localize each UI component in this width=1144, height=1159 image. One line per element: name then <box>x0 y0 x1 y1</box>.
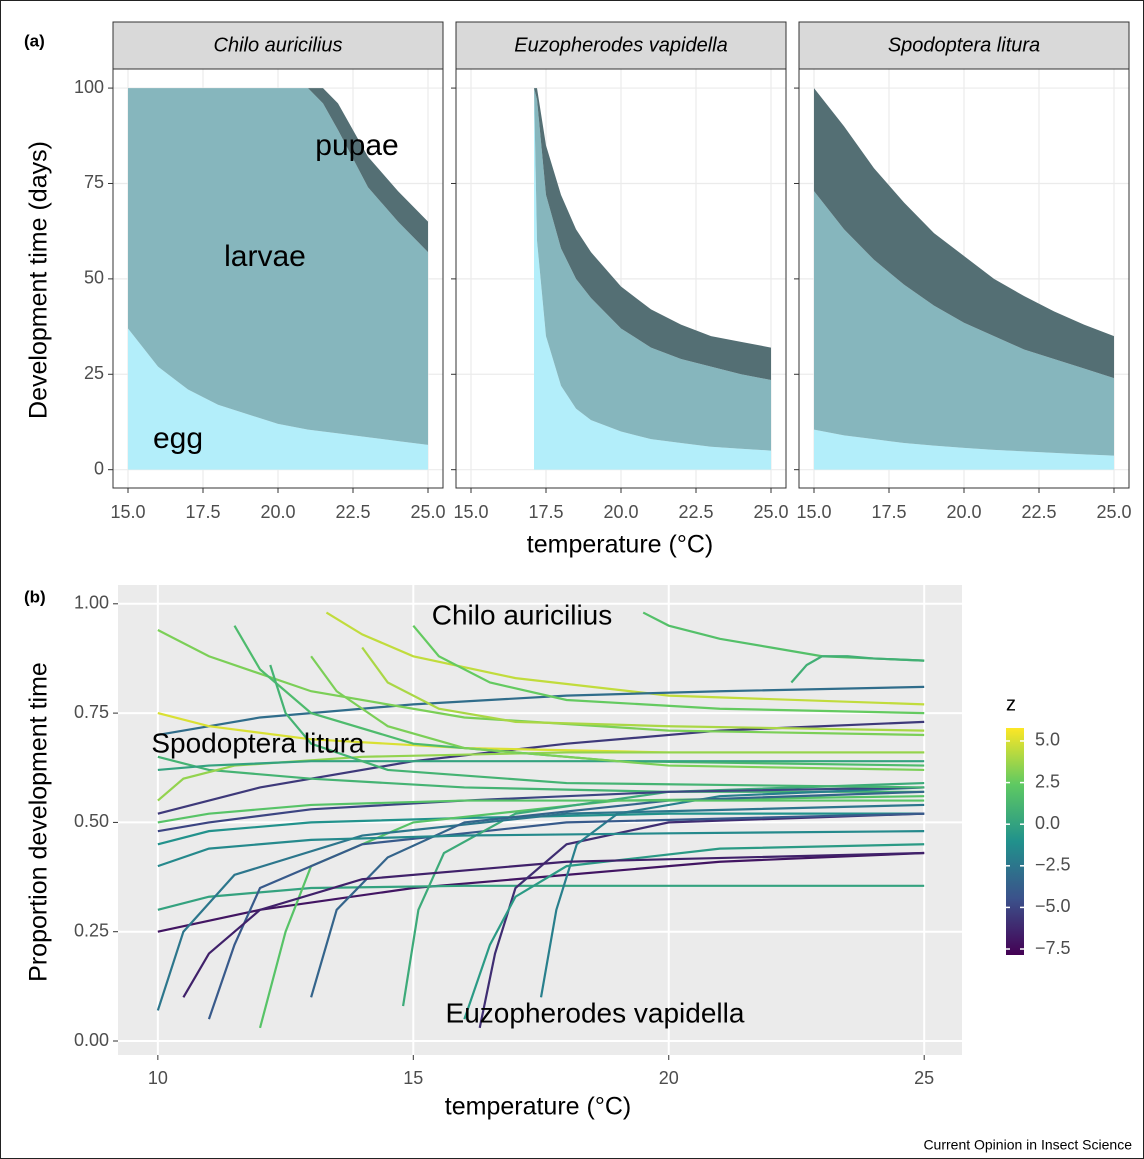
x-tick-label: 25.0 <box>1096 502 1131 522</box>
x-tick-label: 17.5 <box>871 502 906 522</box>
area <box>534 88 771 381</box>
annotation: Chilo auricilius <box>432 599 613 630</box>
legend-tick-label: 0.0 <box>1035 813 1060 833</box>
strip-title: Spodoptera litura <box>888 34 1040 56</box>
x-tick-label: 20 <box>659 1068 679 1088</box>
y-tick-label: 0.50 <box>74 811 109 831</box>
curve <box>157 629 925 737</box>
curve <box>790 655 925 684</box>
y-axis-label: Proportion development time <box>25 662 53 982</box>
curve <box>539 786 925 998</box>
y-tick-label: 0.75 <box>74 702 109 722</box>
panel-label: (b) <box>24 587 46 606</box>
y-tick-label: 1.00 <box>74 593 109 613</box>
annotation: Euzopherodes vapidella <box>446 997 745 1028</box>
x-axis-label: temperature (°C) <box>527 531 713 559</box>
curve <box>157 830 925 868</box>
curve <box>157 720 925 815</box>
area <box>128 328 428 470</box>
annotation: pupae <box>315 129 398 162</box>
plot-border <box>112 68 444 489</box>
strip-title: Euzopherodes vapidella <box>514 34 728 56</box>
annotation: egg <box>153 422 203 455</box>
credit: Current Opinion in Insect Science <box>923 1137 1132 1153</box>
strip <box>798 21 1130 70</box>
curve <box>182 851 925 998</box>
area <box>534 88 771 451</box>
legend-tick-label: 5.0 <box>1035 730 1060 750</box>
legend-tick-label: −2.5 <box>1035 855 1071 875</box>
x-tick-label: 25.0 <box>753 502 788 522</box>
area <box>534 88 771 470</box>
annotation: larvae <box>224 240 306 273</box>
y-tick-label: 0.25 <box>74 920 109 940</box>
curve <box>310 790 925 998</box>
curve <box>269 664 925 789</box>
x-tick-label: 22.5 <box>335 502 370 522</box>
curve <box>157 799 925 824</box>
x-tick-label: 20.0 <box>260 502 295 522</box>
plot-area <box>118 585 962 1055</box>
plot-border <box>455 68 787 489</box>
strip-title: Chilo auricilius <box>214 34 343 56</box>
y-tick-label: 100 <box>74 77 104 97</box>
x-tick-label: 10 <box>148 1068 168 1088</box>
legend-title: z <box>1006 693 1016 715</box>
x-tick-label: 20.0 <box>603 502 638 522</box>
area <box>128 88 428 445</box>
strip <box>112 21 444 70</box>
y-tick-label: 0 <box>94 458 104 478</box>
curve <box>463 843 925 1020</box>
x-tick-label: 15.0 <box>453 502 488 522</box>
x-tick-label: 22.5 <box>678 502 713 522</box>
x-tick-label: 20.0 <box>946 502 981 522</box>
y-tick-label: 25 <box>84 363 104 383</box>
colorbar <box>1006 728 1024 955</box>
curve <box>157 884 925 911</box>
annotation: Spodoptera litura <box>151 727 365 758</box>
strip <box>455 21 787 70</box>
curve <box>478 812 925 1029</box>
area <box>814 429 1114 470</box>
area <box>814 88 1114 379</box>
x-tick-label: 25 <box>914 1068 934 1088</box>
curve <box>157 812 925 846</box>
x-tick-label: 15 <box>403 1068 423 1088</box>
x-axis-label: temperature (°C) <box>445 1093 631 1121</box>
y-tick-label: 50 <box>84 268 104 288</box>
y-axis-label: Development time (days) <box>25 141 53 419</box>
curve <box>310 655 925 772</box>
curve <box>157 786 925 833</box>
x-tick-label: 15.0 <box>110 502 145 522</box>
x-tick-label: 17.5 <box>185 502 220 522</box>
y-tick-label: 0.00 <box>74 1030 109 1050</box>
plot-border <box>798 68 1130 489</box>
curve <box>157 760 925 772</box>
curve <box>157 685 925 737</box>
panel-label: (a) <box>24 31 45 50</box>
curve <box>207 812 925 1020</box>
curve <box>325 611 925 706</box>
y-tick-label: 75 <box>84 172 104 192</box>
curve <box>156 803 925 1011</box>
curve <box>157 851 925 933</box>
x-tick-label: 17.5 <box>528 502 563 522</box>
x-tick-label: 25.0 <box>410 502 445 522</box>
curve <box>412 624 925 715</box>
legend-tick-label: 2.5 <box>1035 771 1060 791</box>
legend-tick-label: −7.5 <box>1035 938 1071 958</box>
curve <box>361 646 925 732</box>
x-tick-label: 22.5 <box>1021 502 1056 522</box>
area <box>814 191 1114 456</box>
x-tick-label: 15.0 <box>796 502 831 522</box>
legend-tick-label: −5.0 <box>1035 896 1071 916</box>
area <box>128 88 428 253</box>
